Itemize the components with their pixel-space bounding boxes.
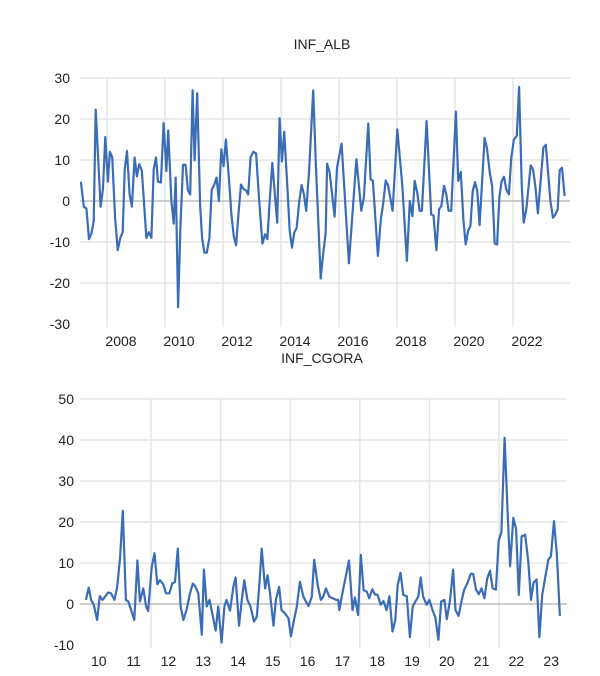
- x-tick-label: 2018: [395, 333, 426, 349]
- x-tick-label: 19: [404, 653, 420, 669]
- x-tick-label: 2016: [337, 333, 368, 349]
- x-tick-label: 10: [91, 653, 107, 669]
- y-tick-label: 20: [58, 514, 74, 530]
- series-line-inf-alb: [79, 85, 566, 309]
- y-tick-label: 0: [62, 193, 70, 209]
- x-tick-label: 11: [126, 653, 141, 669]
- x-tick-label: 21: [474, 653, 490, 669]
- x-tick-label: 15: [265, 653, 281, 669]
- x-tick-label: 2022: [511, 333, 542, 349]
- y-tick-label: -10: [54, 637, 74, 653]
- y-tick-label: 30: [54, 70, 70, 86]
- x-tick-label: 17: [335, 653, 351, 669]
- x-tick-label: 13: [195, 653, 211, 669]
- x-tick-label: 23: [543, 653, 559, 669]
- x-tick-label: 2020: [453, 333, 484, 349]
- y-tick-label: 10: [58, 555, 74, 571]
- series-line-inf-cgora: [84, 436, 561, 644]
- x-tick-label: 16: [300, 653, 316, 669]
- x-tick-label: 20: [439, 653, 455, 669]
- chart-title-inf-alb: INF_ALB: [293, 36, 351, 52]
- y-tick-label: 40: [58, 432, 74, 448]
- x-tick-label: 2012: [221, 333, 252, 349]
- y-tick-label: 50: [58, 391, 74, 407]
- x-tick-label: 12: [161, 653, 177, 669]
- x-tick-label: 14: [230, 653, 246, 669]
- x-tick-label: 2008: [105, 333, 136, 349]
- y-tick-label: -10: [50, 234, 70, 250]
- x-tick-label: 2014: [279, 333, 310, 349]
- x-tick-label: 18: [369, 653, 385, 669]
- y-tick-label: 30: [58, 473, 74, 489]
- y-tick-label: -30: [50, 316, 70, 332]
- y-tick-label: 10: [54, 152, 70, 168]
- y-tick-label: 0: [66, 596, 74, 612]
- y-tick-label: 20: [54, 111, 70, 127]
- x-tick-label: 22: [509, 653, 525, 669]
- y-tick-label: -20: [50, 275, 70, 291]
- x-tick-label: 2010: [163, 333, 194, 349]
- chart-title-inf-cgora: INF_CGORA: [281, 350, 363, 366]
